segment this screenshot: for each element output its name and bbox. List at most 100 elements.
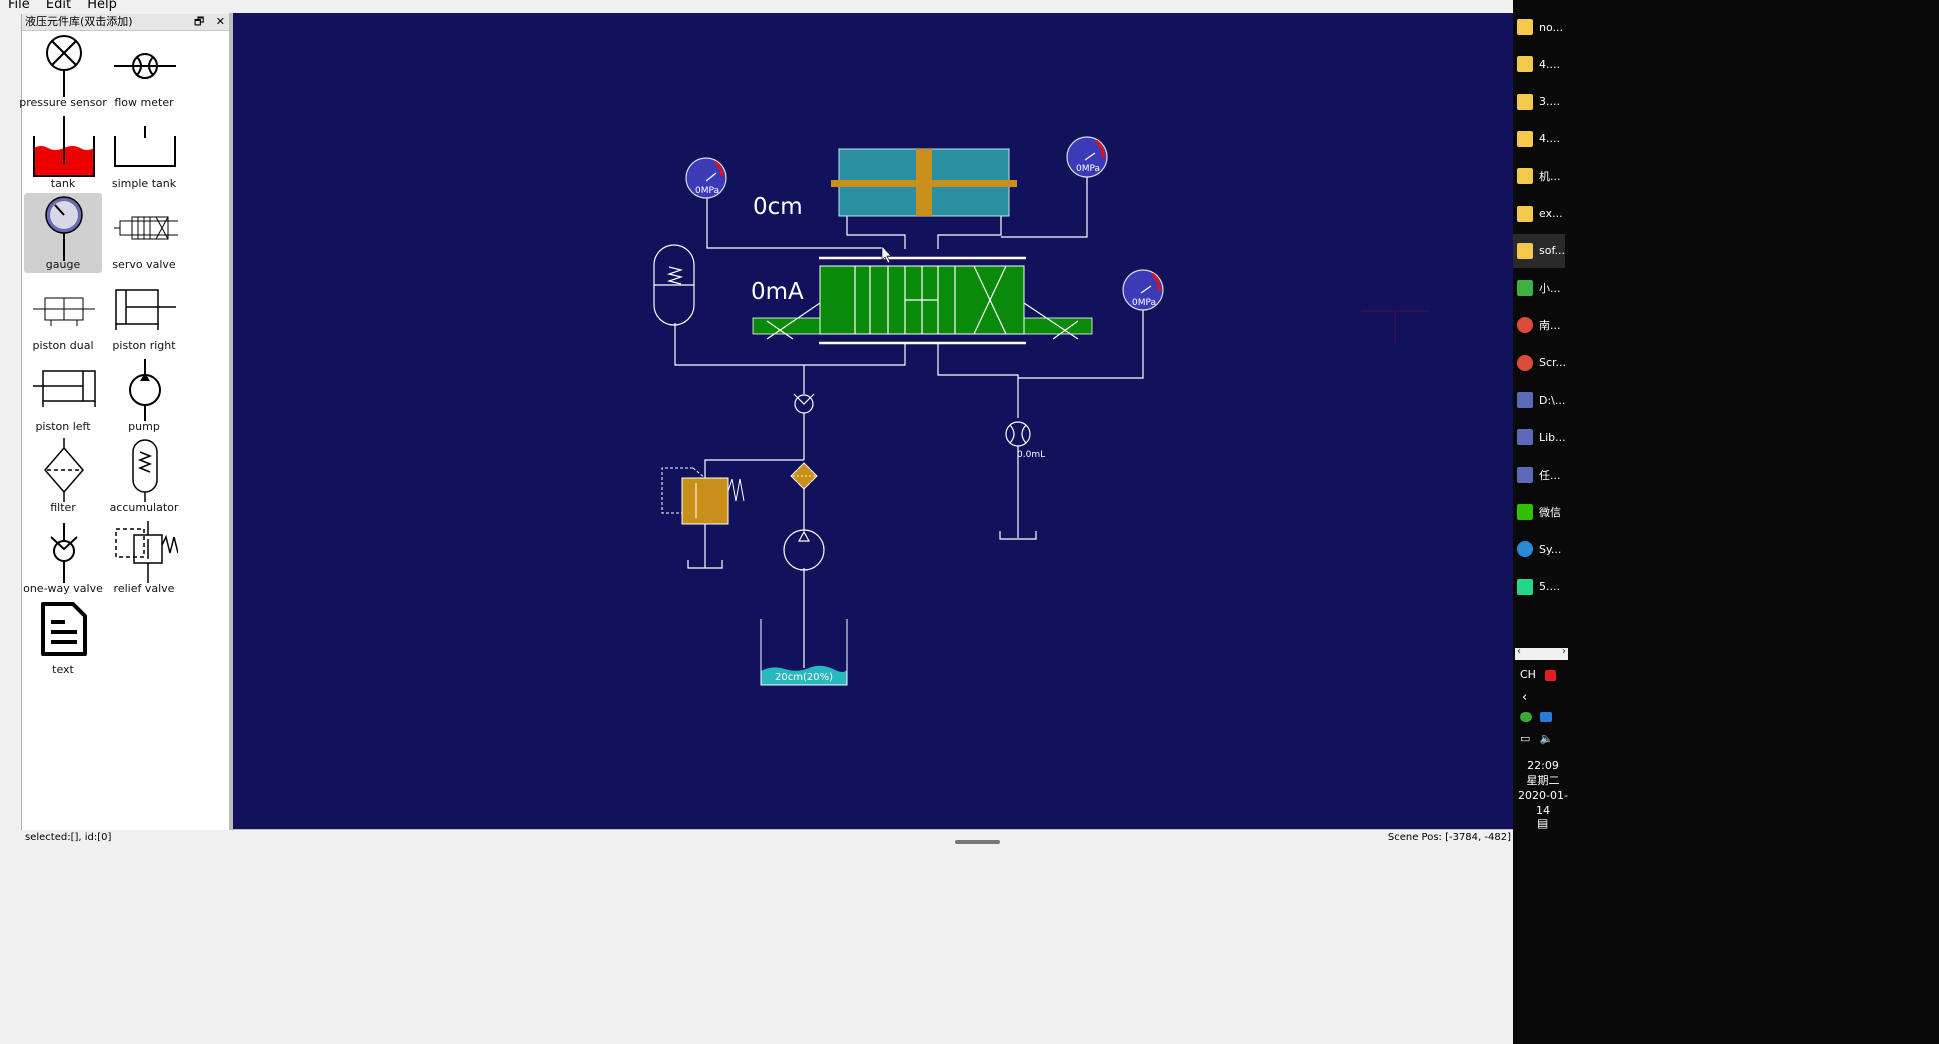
horizontal-scrollbar-handle[interactable]: [955, 840, 1000, 844]
taskbar-item[interactable]: 机...: [1513, 159, 1565, 193]
library-item-label: tank: [50, 177, 76, 190]
gauge-icon: [45, 196, 83, 261]
taskbar-item[interactable]: 任...: [1513, 458, 1565, 492]
piston-right-icon: [115, 289, 176, 330]
one-way-valve[interactable]: [793, 393, 815, 414]
folder-icon: [1517, 56, 1533, 73]
taskbar-item-label: 4....: [1539, 132, 1560, 146]
taskbar-scrollbar[interactable]: ‹ ›: [1515, 646, 1568, 660]
taskbar-item[interactable]: sof...: [1513, 233, 1566, 268]
taskbar-item-label: 4....: [1539, 57, 1560, 71]
library-item-accumulator[interactable]: accumulator: [105, 436, 183, 516]
relief-valve-icon: [115, 521, 178, 583]
library-item-piston-right[interactable]: piston right: [105, 274, 183, 354]
menu-help[interactable]: Help: [87, 0, 117, 12]
taskbar-item[interactable]: 4....: [1513, 47, 1565, 81]
servo-valve[interactable]: [752, 265, 1093, 340]
library-item-piston-left[interactable]: piston left: [24, 355, 102, 435]
sogou-icon[interactable]: [1545, 669, 1557, 681]
one-way-valve-icon: [50, 523, 78, 583]
tank-level-value: 20cm(20%): [775, 672, 833, 683]
library-item-label: relief valve: [113, 582, 175, 595]
library-item-one-way-valve[interactable]: one-way valve: [23, 517, 103, 597]
taskbar-item[interactable]: 微信: [1513, 495, 1565, 529]
filter-icon: [44, 438, 84, 502]
taskbar-item[interactable]: no...: [1513, 10, 1565, 44]
flow-meter-value: 0.0mL: [1017, 450, 1046, 460]
monitor-tray-icon[interactable]: ▭: [1520, 732, 1531, 745]
library-item-label: piston dual: [32, 339, 94, 352]
component-library-dock: 液压元件库(双击添加) 🗗 ✕ pressure sensor flow met…: [19, 14, 230, 830]
dock-title-bar: 液压元件库(双击添加) 🗗 ✕: [22, 14, 229, 31]
taskbar-item[interactable]: Sy...: [1513, 532, 1565, 566]
folder-icon: [1517, 130, 1533, 147]
folder-icon: [1517, 93, 1533, 110]
taskbar-item-label: 任...: [1539, 468, 1561, 482]
filter[interactable]: [790, 462, 818, 490]
pressure-gauge-right-top[interactable]: [1066, 136, 1108, 178]
menu-file[interactable]: File: [8, 0, 30, 12]
relief-valve[interactable]: [661, 467, 745, 525]
notification-center-icon[interactable]: ▤: [1537, 816, 1549, 830]
valve-rails: [819, 256, 1026, 345]
library-item-label: servo valve: [112, 258, 176, 271]
taskbar-item-label: ex...: [1539, 207, 1563, 220]
library-item-text[interactable]: text: [24, 598, 102, 678]
library-item-tank[interactable]: tank: [24, 112, 102, 192]
pycharm-icon: [1517, 578, 1533, 595]
menu-edit[interactable]: Edit: [45, 0, 72, 12]
volume-tray-icon[interactable]: 🔈: [1539, 732, 1554, 745]
flow-meter[interactable]: [1005, 421, 1031, 447]
library-item-label: piston left: [35, 420, 91, 433]
library-item-label: pump: [128, 420, 160, 433]
taskbar-item[interactable]: 5....: [1513, 570, 1565, 604]
library-item-pressure-sensor[interactable]: pressure sensor: [19, 31, 107, 111]
close-dock-icon[interactable]: ✕: [215, 15, 225, 28]
library-item-gauge[interactable]: gauge: [24, 193, 102, 273]
ime-indicator[interactable]: CH: [1520, 668, 1557, 681]
hydraulic-cylinder[interactable]: [831, 148, 1017, 217]
taskbar-item[interactable]: Scr...: [1513, 346, 1567, 380]
taskbar-item[interactable]: 南...: [1513, 308, 1565, 342]
library-item-flow-meter[interactable]: flow meter: [105, 31, 183, 111]
taskbar-item[interactable]: ex...: [1513, 197, 1565, 231]
taskbar-item-label: sof...: [1539, 244, 1566, 258]
taskbar-item[interactable]: 小...: [1513, 271, 1565, 305]
library-item-relief-valve[interactable]: relief valve: [105, 517, 183, 597]
taskbar-item[interactable]: 3....: [1513, 85, 1565, 119]
clock[interactable]: 22:09 星期二 2020-01-14: [1513, 758, 1573, 818]
library-item-label: flow meter: [114, 96, 174, 109]
hydraulic-circuit-diagram: [653, 136, 1429, 686]
float-dock-icon[interactable]: 🗗: [193, 15, 205, 28]
library-item-simple-tank[interactable]: simple tank: [105, 112, 183, 192]
pressure-gauge-left[interactable]: [685, 157, 727, 199]
taskbar-item-label: Scr...: [1539, 356, 1567, 370]
hydraulic-scene-canvas[interactable]: 0cm 0mA 0MPa 0MPa 0MPa 0.0mL 20cm(20%): [233, 13, 1513, 829]
show-hidden-icons-icon[interactable]: ‹: [1522, 690, 1528, 705]
taskbar-item[interactable]: D:\...: [1513, 383, 1565, 417]
accumulator[interactable]: [653, 244, 695, 326]
library-item-servo-valve[interactable]: servo valve: [105, 193, 183, 273]
scroll-right-icon[interactable]: ›: [1562, 646, 1566, 657]
pipe-lines: [674, 163, 1144, 668]
wechat-tray-icon[interactable]: [1520, 712, 1532, 722]
taskbar-item-label: 南...: [1539, 319, 1561, 333]
pressure-gauge-right[interactable]: [1122, 269, 1164, 311]
folder-icon: [1517, 242, 1533, 259]
taskbar-item[interactable]: 4....: [1513, 122, 1565, 156]
servo-valve-icon: [114, 216, 178, 240]
simple-tank-icon: [114, 126, 176, 167]
library-item-label: pressure sensor: [19, 96, 107, 109]
status-bar: selected:[], id:[0] Scene Pos: [-3784, -…: [0, 830, 1513, 844]
main-tank[interactable]: [760, 619, 848, 686]
pressure-sensor-icon: [46, 35, 82, 97]
taskbar-item[interactable]: Lib...: [1513, 420, 1566, 454]
library-item-filter[interactable]: filter: [24, 436, 102, 516]
chrome-icon: [1517, 354, 1533, 371]
scroll-left-icon[interactable]: ‹: [1517, 646, 1521, 657]
library-item-piston-dual[interactable]: piston dual: [24, 274, 102, 354]
piston-left-icon: [33, 370, 96, 407]
library-item-pump[interactable]: pump: [105, 355, 183, 435]
pump[interactable]: [783, 529, 825, 571]
network-tray-icon[interactable]: [1539, 712, 1552, 722]
